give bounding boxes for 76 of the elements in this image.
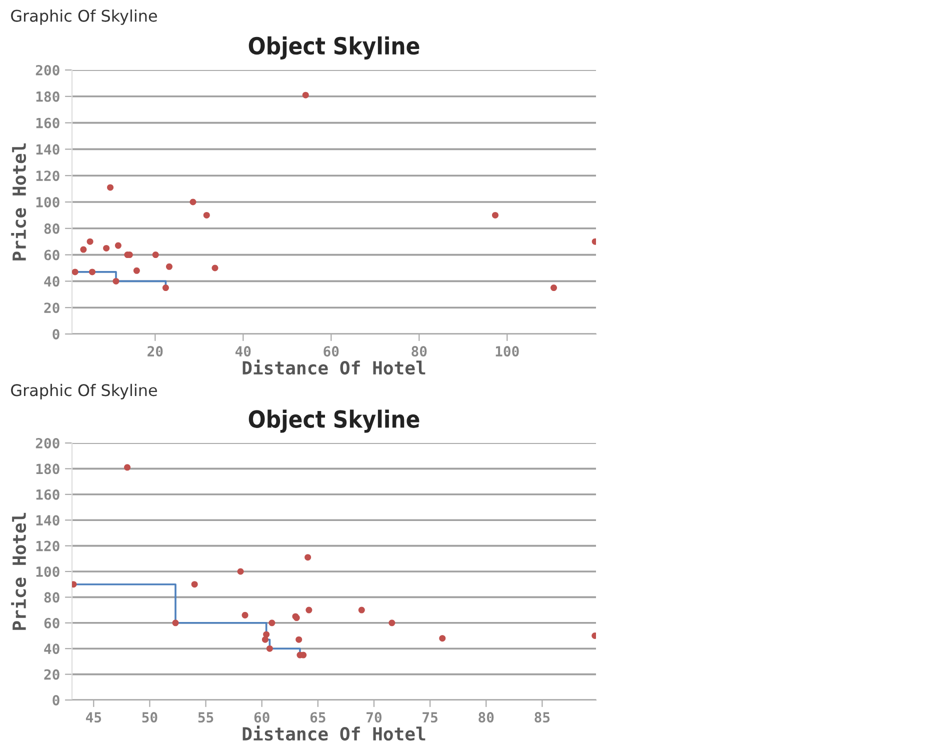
y-tick-label: 40 bbox=[44, 276, 60, 287]
point bbox=[242, 612, 248, 618]
x-tick-label: 80 bbox=[478, 712, 494, 723]
chart-title: Object Skyline bbox=[248, 36, 420, 60]
x-tick-label: 60 bbox=[324, 346, 339, 357]
point bbox=[162, 284, 169, 292]
y-tick-label: 140 bbox=[36, 144, 60, 155]
y-tick-label: 140 bbox=[36, 515, 60, 526]
y-tick-label: 100 bbox=[36, 196, 60, 208]
point bbox=[152, 252, 159, 258]
x-tick-label: 50 bbox=[142, 712, 158, 723]
y-tick-label: 0 bbox=[52, 328, 60, 340]
point bbox=[190, 198, 196, 206]
point bbox=[550, 284, 558, 292]
y-tick-label: 200 bbox=[36, 438, 60, 448]
y-tick-label: 180 bbox=[36, 91, 60, 102]
y-tick-label: 20 bbox=[44, 302, 60, 314]
x-tick-label: 20 bbox=[148, 346, 163, 357]
point bbox=[304, 554, 312, 561]
text: Graphic Of Skyline bbox=[11, 384, 157, 400]
x-axis-title: Distance Of Hotel bbox=[242, 726, 426, 741]
point bbox=[107, 184, 114, 191]
point bbox=[306, 606, 312, 614]
point bbox=[262, 636, 268, 643]
y-tick-label: 0 bbox=[52, 694, 60, 706]
chart-title: Object Skyline bbox=[248, 410, 420, 433]
point bbox=[302, 92, 309, 98]
point bbox=[112, 278, 120, 284]
x-tick-label: 65 bbox=[310, 712, 326, 723]
point bbox=[80, 246, 87, 253]
y-tick-label: 120 bbox=[36, 540, 60, 552]
point bbox=[133, 267, 140, 274]
x-tick-label: 40 bbox=[235, 346, 251, 357]
point bbox=[266, 645, 273, 652]
y-tick-label: 60 bbox=[44, 250, 60, 260]
y-tick-label: 120 bbox=[36, 170, 60, 182]
y-tick-label: 80 bbox=[44, 223, 60, 234]
point bbox=[114, 242, 122, 249]
x-axis-title: Distance Of Hotel bbox=[242, 360, 426, 375]
point bbox=[172, 620, 179, 626]
point bbox=[72, 268, 78, 276]
point bbox=[268, 620, 276, 626]
y-axis-title: Price Hotel bbox=[11, 143, 26, 260]
y-axis-title: Price Hotel bbox=[11, 512, 26, 630]
point bbox=[191, 581, 198, 588]
y-tick-label: 100 bbox=[36, 566, 60, 577]
y-tick-label: 200 bbox=[36, 64, 60, 76]
point bbox=[296, 636, 302, 643]
point bbox=[439, 635, 446, 642]
x-tick-label: 80 bbox=[412, 346, 427, 357]
x-tick-label: 85 bbox=[534, 712, 550, 723]
x-tick-label: 100 bbox=[496, 346, 519, 357]
y-tick-label: 160 bbox=[36, 118, 60, 128]
text: Graphic Of Skyline bbox=[11, 9, 157, 25]
point bbox=[237, 568, 244, 575]
point bbox=[86, 238, 94, 245]
point bbox=[103, 244, 110, 252]
point bbox=[124, 464, 131, 471]
point bbox=[88, 268, 96, 276]
x-tick-label: 60 bbox=[254, 712, 270, 723]
point bbox=[212, 264, 218, 272]
point bbox=[492, 212, 499, 218]
point bbox=[166, 263, 172, 270]
x-tick-label: 70 bbox=[366, 712, 382, 723]
point bbox=[203, 212, 210, 218]
y-tick-label: 160 bbox=[36, 489, 60, 500]
y-tick-label: 20 bbox=[44, 669, 60, 680]
y-tick-label: 80 bbox=[44, 592, 60, 603]
x-tick-label: 75 bbox=[422, 712, 438, 723]
point bbox=[358, 606, 365, 614]
y-tick-label: 180 bbox=[36, 464, 60, 474]
y-tick-label: 40 bbox=[44, 644, 60, 654]
x-tick-label: 45 bbox=[86, 712, 102, 723]
y-tick-label: 60 bbox=[44, 618, 60, 628]
x-tick-label: 55 bbox=[198, 712, 214, 723]
point bbox=[388, 620, 396, 626]
